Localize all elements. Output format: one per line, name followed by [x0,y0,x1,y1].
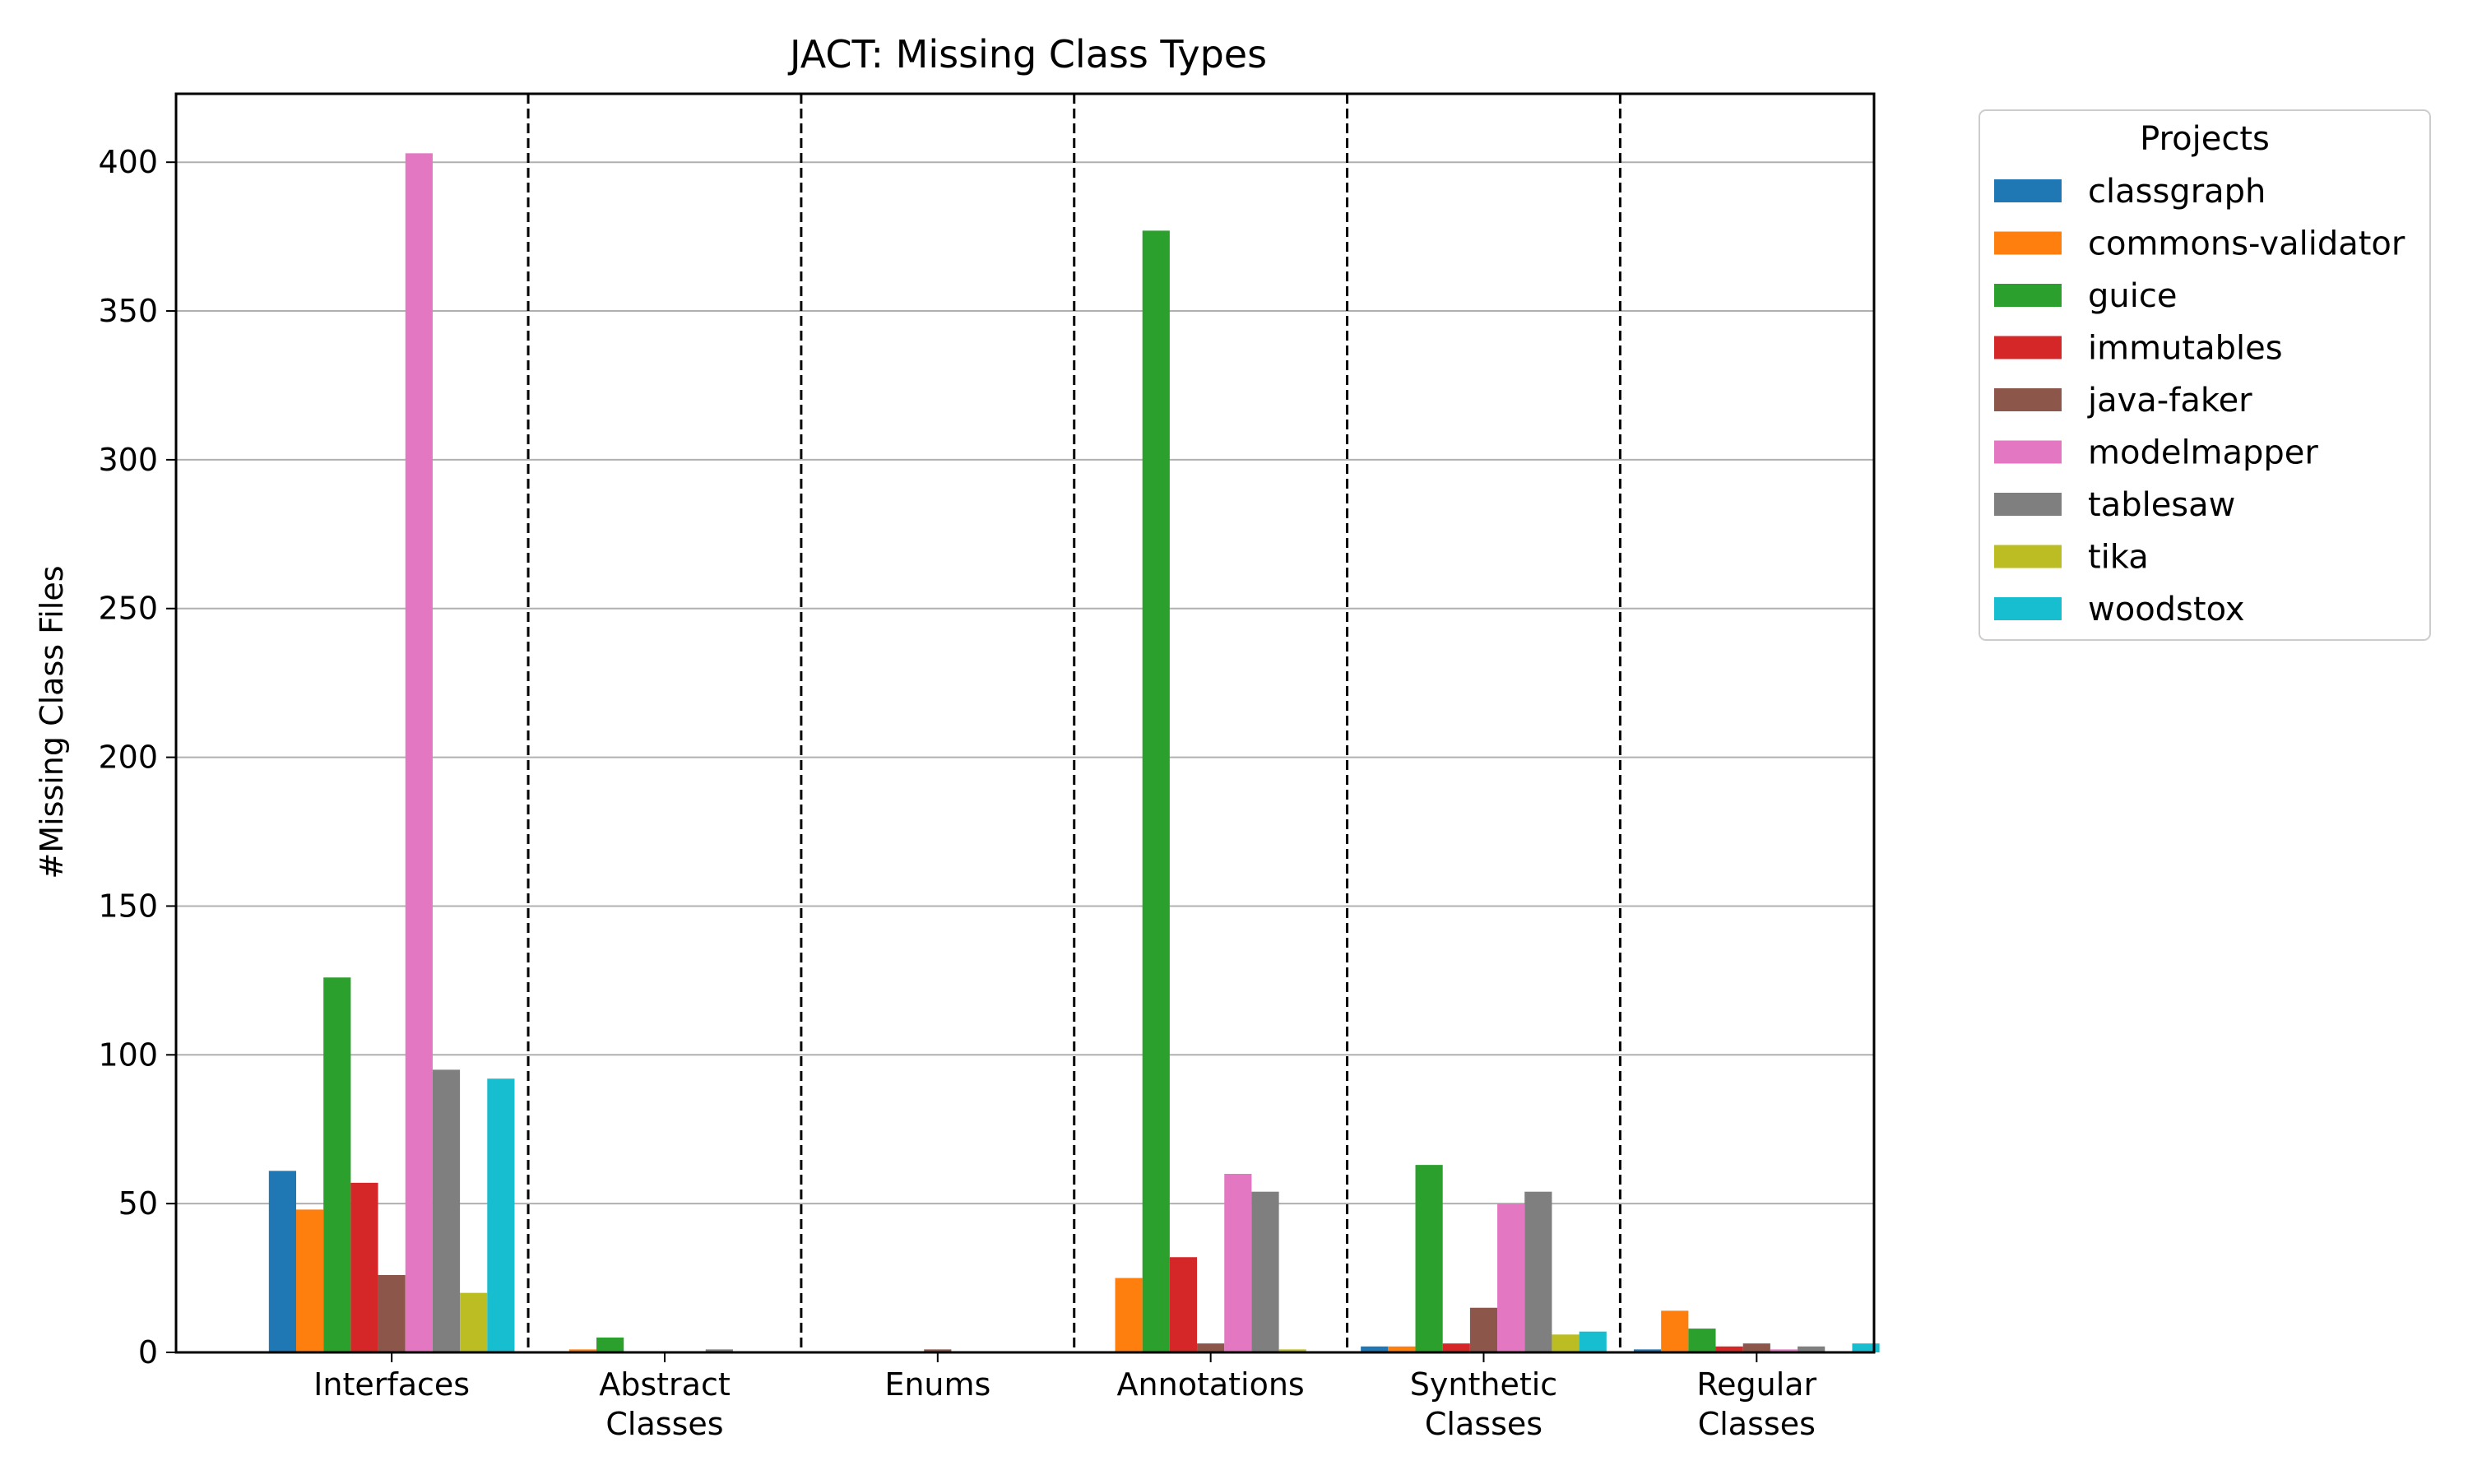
bar-commons-validator-0 [296,1209,324,1352]
bar-java-faker-3 [1197,1343,1225,1352]
bar-tika-3 [1278,1349,1306,1352]
y-tick-label: 300 [98,442,158,478]
bar-woodstox-0 [487,1078,515,1352]
bar-java-faker-0 [378,1274,406,1352]
bar-immutables-4 [1442,1343,1470,1352]
legend-label-tika: tika [2088,539,2149,577]
bar-classgraph-5 [1633,1349,1662,1352]
bar-java-faker-4 [1469,1307,1498,1352]
x-tick-label-line: Regular [1696,1366,1816,1403]
bar-commons-validator-3 [1115,1278,1143,1352]
legend-swatch-tablesaw [1994,493,2062,516]
y-tick-label: 100 [98,1036,158,1073]
bar-guice-3 [1142,230,1170,1352]
legend-swatch-guice [1994,284,2062,307]
y-axis-ticks: 0 50 100 150 200 250 300 350 400 [98,144,176,1370]
legend-swatch-modelmapper [1994,440,2062,464]
bar-commons-validator-4 [1388,1346,1416,1352]
bar-commons-validator-1 [568,1349,597,1352]
bar-modelmapper-0 [405,153,433,1353]
y-tick-label: 0 [138,1334,158,1370]
legend-swatch-immutables [1994,336,2062,359]
bar-immutables-5 [1715,1346,1743,1352]
x-tick-label-line: Annotations [1117,1366,1305,1403]
y-tick-label: 50 [118,1185,158,1222]
legend-label-tablesaw: tablesaw [2088,486,2235,524]
y-tick-label: 350 [98,293,158,329]
bar-java-faker-2 [924,1349,952,1352]
bar-modelmapper-4 [1497,1203,1525,1352]
legend-swatch-woodstox [1994,597,2062,620]
legend-swatch-java-faker [1994,388,2062,411]
x-tick-label: Interfaces [313,1366,470,1403]
bar-immutables-0 [350,1182,378,1352]
bar-tablesaw-5 [1798,1346,1825,1352]
legend-label-immutables: immutables [2088,330,2283,368]
x-tick-label: Synthetic Classes [1410,1366,1557,1442]
y-tick-label: 400 [98,144,158,180]
legend-label-modelmapper: modelmapper [2088,434,2318,472]
legend-label-woodstox: woodstox [2088,591,2245,628]
bar-guice-4 [1415,1165,1443,1352]
x-tick-label-line: Classes [605,1406,723,1442]
y-axis-label: #Missing Class Files [34,565,70,879]
bar-guice-5 [1688,1329,1716,1352]
x-tick-label-line: Synthetic [1410,1366,1557,1403]
bar-woodstox-4 [1579,1331,1607,1352]
bar-tablesaw-0 [432,1069,461,1352]
x-tick-label-line: Enums [884,1366,990,1403]
x-tick-label-line: Classes [1698,1406,1816,1442]
bar-tablesaw-1 [705,1349,733,1352]
legend-swatch-commons-validator [1994,231,2062,255]
legend-label-java-faker: java-faker [2087,382,2252,420]
legend-label-classgraph: classgraph [2088,173,2266,211]
group-separators [527,94,1621,1352]
bar-immutables-3 [1169,1257,1198,1352]
bar-modelmapper-3 [1224,1173,1252,1352]
bars [268,153,1880,1353]
legend-label-commons-validator: commons-validator [2088,225,2405,263]
chart-title: JACT: Missing Class Types [787,32,1267,77]
bar-commons-validator-5 [1661,1310,1689,1352]
bar-guice-1 [596,1337,624,1352]
bar-modelmapper-5 [1770,1349,1798,1352]
bar-guice-0 [323,977,351,1352]
bar-classgraph-0 [268,1171,296,1352]
bar-tablesaw-3 [1251,1191,1279,1352]
legend-swatch-tika [1994,545,2062,568]
bar-tika-4 [1552,1334,1580,1352]
x-tick-label: Enums [884,1366,990,1403]
x-tick-label: Abstract Classes [599,1366,731,1442]
bar-tablesaw-4 [1524,1191,1552,1352]
bar-woodstox-5 [1852,1343,1880,1352]
legend-title: Projects [2140,120,2270,158]
x-tick-label-line: Abstract [599,1366,731,1403]
y-tick-label: 200 [98,740,158,776]
bar-java-faker-5 [1742,1343,1770,1352]
x-tick-label: Regular Classes [1696,1366,1816,1442]
legend-label-guice: guice [2088,277,2177,315]
y-tick-label: 250 [98,591,158,627]
legend-swatch-classgraph [1994,179,2062,202]
legend-items: classgraph commons-validator guice immutabl… [1994,173,2405,628]
y-tick-label: 150 [98,888,158,924]
bar-classgraph-4 [1361,1346,1389,1352]
x-tick-label-line: Interfaces [313,1366,470,1403]
bar-tika-0 [460,1292,488,1352]
legend: Projects classgraph commons-validator guic… [1979,109,2431,641]
x-tick-label-line: Classes [1425,1406,1542,1442]
x-tick-label: Annotations [1117,1366,1305,1403]
plot-frame [174,92,1876,1354]
legend-frame [1979,109,2431,641]
